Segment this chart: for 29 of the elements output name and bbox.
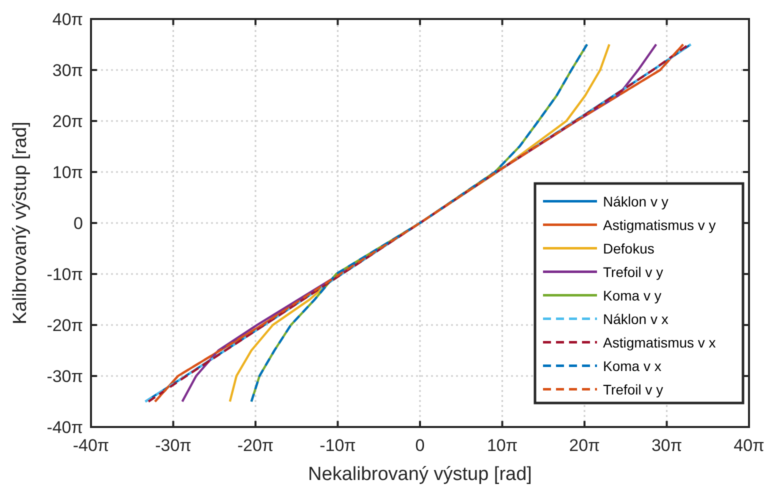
- y-axis-title: Kalibrovaný výstup [rad]: [10, 122, 31, 324]
- legend-label: Koma v x: [603, 358, 662, 374]
- legend-label: Astigmatismus v y: [603, 216, 716, 233]
- x-tick-label: 0: [415, 436, 425, 455]
- y-tick-label: -20π: [46, 316, 83, 335]
- legend-label: Trefoil v y: [603, 264, 664, 280]
- y-tick-label: 30π: [52, 60, 83, 80]
- y-tick-label: 20π: [52, 112, 83, 131]
- x-tick-label: 20π: [569, 436, 600, 455]
- legend-label: Koma v y: [603, 287, 662, 304]
- legend-label: Trefoil v y: [603, 381, 664, 398]
- legend-label: Astigmatismus v x: [603, 334, 716, 350]
- x-tick-label: -30π: [155, 436, 192, 455]
- x-tick-label: 10π: [486, 436, 518, 455]
- legend-label: Náklon v x: [603, 310, 668, 327]
- legend-label: Defokus: [603, 240, 654, 256]
- y-tick-label: 40π: [52, 10, 83, 29]
- y-tick-label: -40π: [46, 418, 83, 437]
- y-tick-label: 10π: [52, 162, 83, 182]
- x-axis-title: Nekalibrovaný výstup [rad]: [308, 464, 532, 485]
- y-tick-label: 0: [74, 214, 83, 233]
- x-tick-label: -40π: [72, 436, 110, 455]
- y-tick-label: -30π: [46, 367, 83, 386]
- legend-label: Náklon v y: [603, 193, 668, 210]
- x-tick-label: 30π: [651, 436, 682, 455]
- y-tick-label: -10π: [46, 265, 83, 284]
- x-tick-label: -10π: [320, 436, 356, 455]
- x-tick-label: 40π: [734, 436, 764, 455]
- x-tick-label: -20π: [237, 436, 274, 455]
